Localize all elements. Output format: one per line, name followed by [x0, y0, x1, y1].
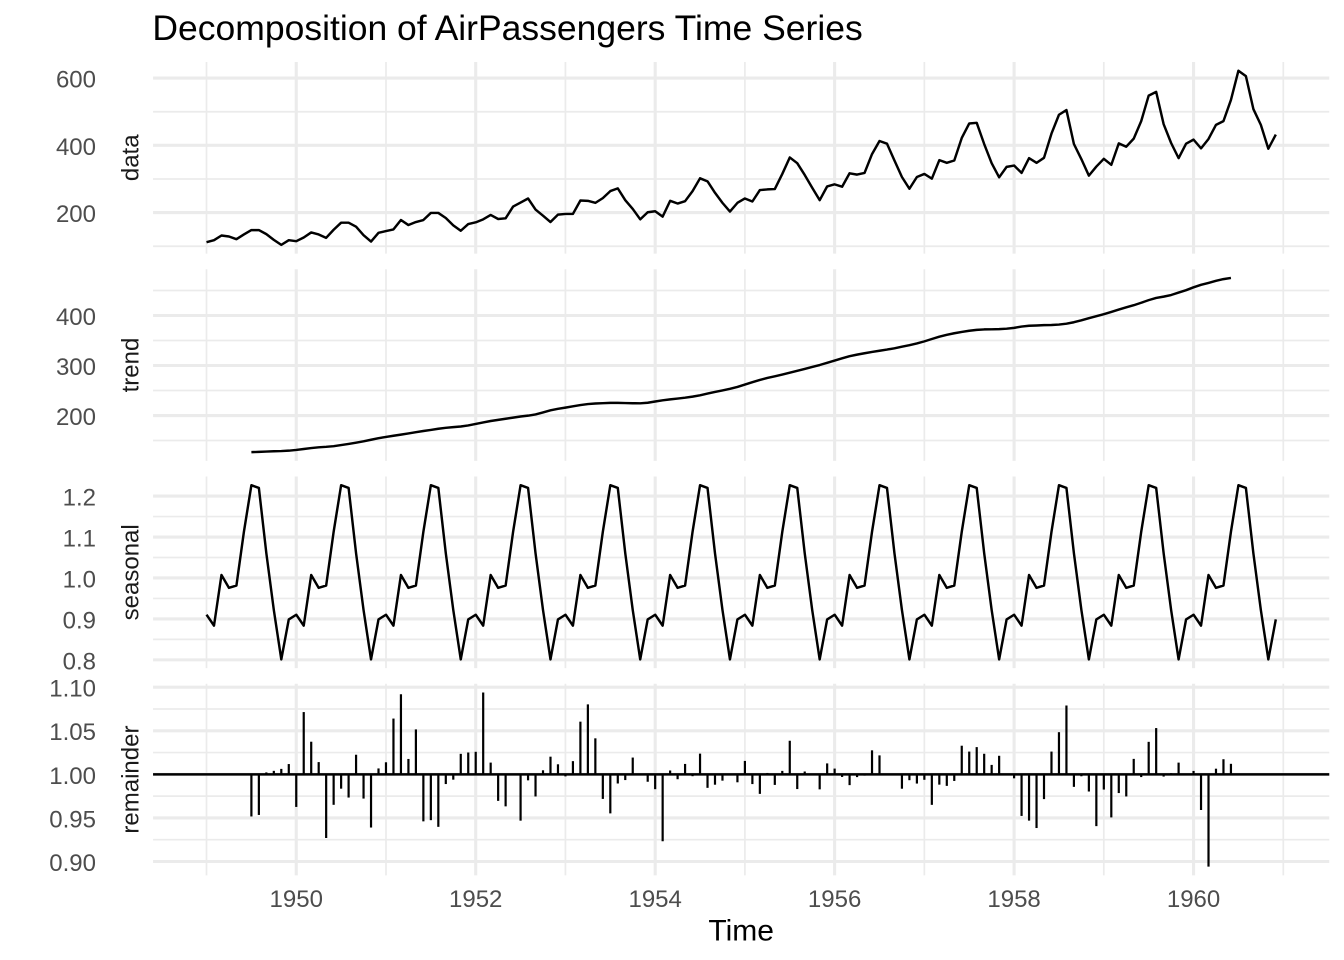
svg-text:data: data: [118, 134, 145, 181]
svg-text:400: 400: [56, 134, 96, 161]
svg-text:600: 600: [56, 67, 96, 94]
svg-text:1952: 1952: [449, 886, 502, 913]
svg-text:1954: 1954: [628, 886, 681, 913]
svg-text:1.0: 1.0: [63, 566, 96, 593]
svg-text:0.9: 0.9: [63, 607, 96, 634]
svg-text:Time: Time: [708, 915, 774, 948]
svg-text:1958: 1958: [987, 886, 1040, 913]
svg-text:1.1: 1.1: [63, 525, 96, 552]
svg-text:1.10: 1.10: [49, 676, 96, 703]
svg-text:1.00: 1.00: [49, 763, 96, 790]
svg-text:0.95: 0.95: [49, 806, 96, 833]
svg-text:0.8: 0.8: [63, 648, 96, 675]
svg-text:1.05: 1.05: [49, 719, 96, 746]
svg-text:0.90: 0.90: [49, 850, 96, 877]
svg-text:seasonal: seasonal: [118, 524, 145, 620]
svg-text:1950: 1950: [270, 886, 323, 913]
svg-text:400: 400: [56, 304, 96, 331]
svg-text:trend: trend: [118, 338, 145, 393]
svg-text:300: 300: [56, 354, 96, 381]
svg-text:1960: 1960: [1167, 886, 1220, 913]
svg-text:200: 200: [56, 404, 96, 431]
svg-text:remainder: remainder: [118, 726, 145, 834]
svg-text:Decomposition of AirPassengers: Decomposition of AirPassengers Time Seri…: [152, 8, 862, 48]
svg-text:1.2: 1.2: [63, 485, 96, 512]
svg-text:1956: 1956: [808, 886, 861, 913]
svg-text:200: 200: [56, 201, 96, 228]
